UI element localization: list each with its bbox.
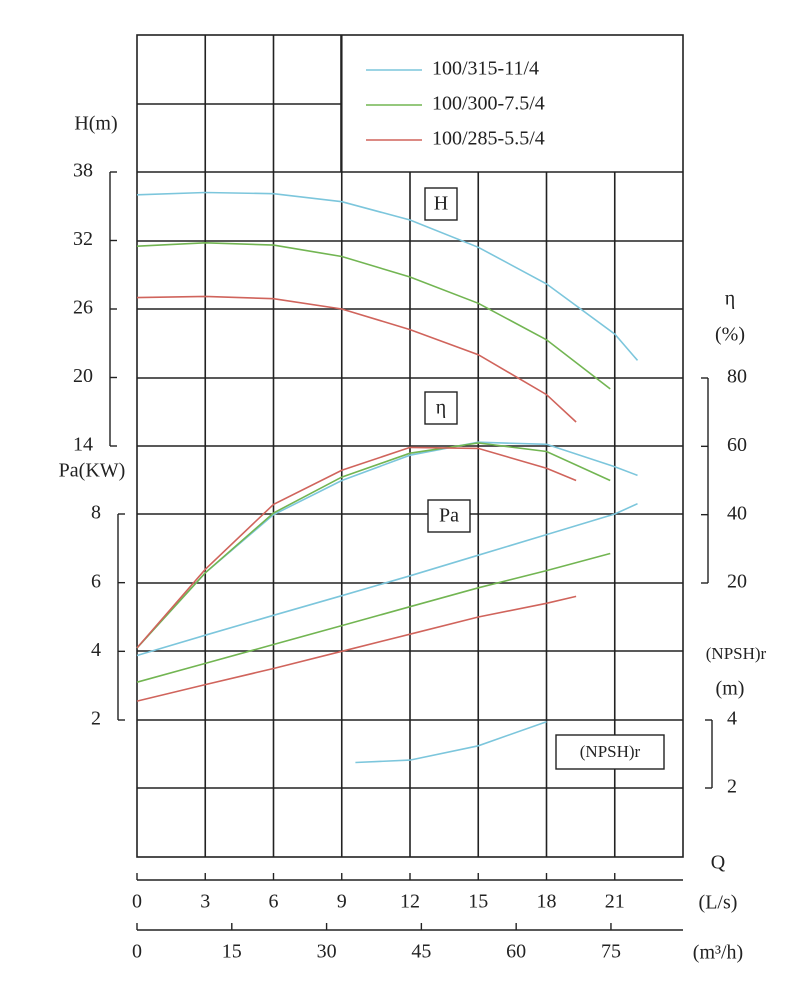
legend-label: 100/300-7.5/4 [432,93,545,115]
x2-tick-label: 60 [506,941,526,963]
curve-labels: H η Pa (NPSH)r [424,187,665,770]
curve-h [136,191,639,361]
curve-h [136,241,611,390]
curve-pa [136,502,638,657]
curve-eta [136,446,577,649]
x2-tick-label: 30 [317,941,337,963]
curve-npsh [355,720,547,764]
x-tick-label: 18 [537,891,557,913]
y-tick-label: 2 [91,708,101,730]
x-tick-label: 21 [605,891,625,913]
axis-label: Q [711,852,726,874]
axis-unit: (L/s) [699,892,738,914]
axis-unit: (m) [716,678,745,700]
y-tick-label: 2 [727,776,737,798]
curve-pa [136,552,611,683]
y-tick-label: 4 [91,639,101,661]
y-tick-label: 6 [91,570,101,592]
grid [136,34,684,858]
y-tick-label: 32 [73,228,93,250]
y-tick-label: 40 [727,502,747,524]
legend-label: 100/285-5.5/4 [432,128,545,150]
y-tick-label: 8 [91,502,101,524]
curve-label: η [436,397,446,419]
y-tick-label: 80 [727,366,747,388]
curve-label: Pa [439,505,459,527]
label-box [424,391,458,425]
label-box [427,499,471,533]
axis-label: η [725,288,735,310]
curve-label: (NPSH)r [580,742,641,761]
curve-h [136,295,577,423]
x2-tick-label: 0 [132,941,142,963]
x-tick-label: 15 [468,891,488,913]
x2-tick-label: 45 [411,941,431,963]
y-tick-label: 60 [727,434,747,456]
x-tick-label: 6 [269,891,279,913]
x2-tick-label: 15 [222,941,242,963]
axis-unit: (%) [715,324,745,346]
curve-eta [136,441,638,649]
legend-label: 100/315-11/4 [432,58,539,80]
y-tick-label: 14 [73,434,93,456]
axis-label: (NPSH)r [706,644,767,663]
label-box [555,734,665,770]
curve-pa [136,595,577,702]
x-tick-label: 9 [337,891,347,913]
label-box [424,187,458,221]
curve-eta [136,442,611,649]
curves [136,191,639,764]
y-tick-label: 4 [727,708,737,730]
axis-label: H(m) [74,113,117,135]
axis-label: Pa(KW) [59,460,126,482]
y-tick-label: 20 [727,571,747,593]
curve-label: H [434,193,448,215]
y-tick-label: 38 [73,160,93,182]
x2-tick-label: 75 [601,941,621,963]
y-tick-label: 20 [73,365,93,387]
x-tick-label: 0 [132,891,142,913]
axis-unit: (m³/h) [693,942,743,964]
x-tick-label: 12 [400,891,420,913]
x-tick-label: 3 [200,891,210,913]
y-tick-label: 26 [73,297,93,319]
